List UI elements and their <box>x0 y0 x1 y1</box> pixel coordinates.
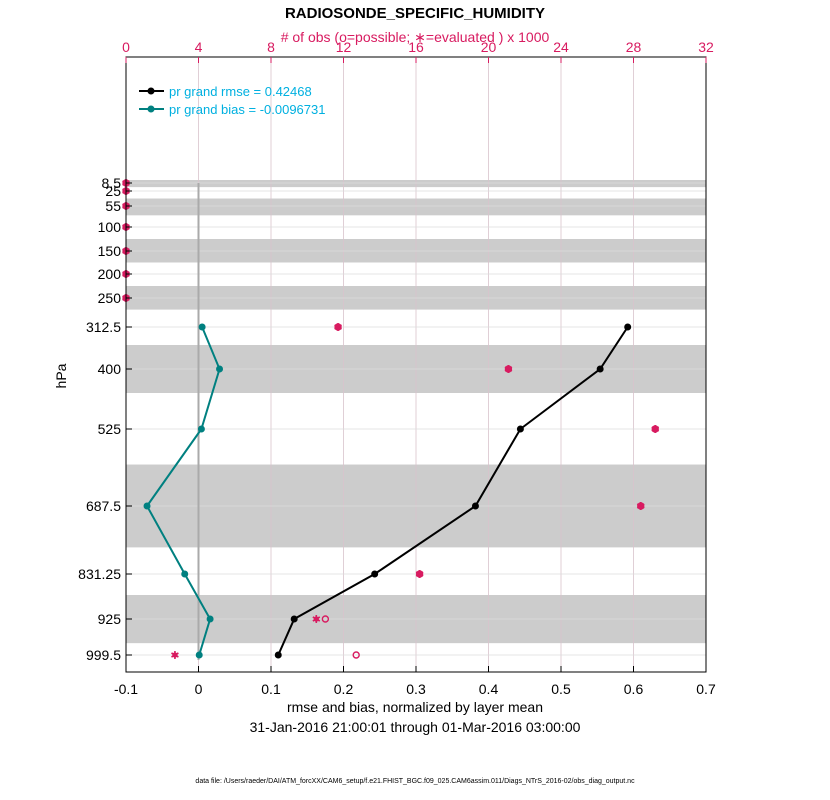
top-tick-label: 4 <box>195 39 203 55</box>
x-tick-label: 0.7 <box>696 681 716 697</box>
obs-evaluated-marker <box>651 425 660 433</box>
x-axis-label: rmse and bias, normalized by layer mean <box>287 699 543 715</box>
x-tick-label: 0.1 <box>261 681 281 697</box>
series-point-0 <box>596 365 604 373</box>
series-point-1 <box>181 570 189 578</box>
obs-evaluated-marker <box>636 502 645 510</box>
top-tick-label: 8 <box>267 39 275 55</box>
obs-evaluated-marker <box>171 651 179 659</box>
obs-possible-marker <box>352 651 360 659</box>
data-file-footer: data file: /Users/raeder/DAI/ATM_forcXX/… <box>195 778 635 785</box>
series-point-0 <box>371 570 379 578</box>
top-tick-label: 12 <box>336 39 352 55</box>
y-tick-label: 8.5 <box>102 175 122 191</box>
obs-evaluated-marker <box>504 365 513 373</box>
top-axis-label: # of obs (o=possible; ∗=evaluated ) x 10… <box>281 29 550 45</box>
obs-possible-marker <box>321 615 330 623</box>
top-tick-label: 28 <box>626 39 642 55</box>
obs-evaluated-marker <box>415 570 424 578</box>
y-tick-label: 831.25 <box>78 566 121 582</box>
y-tick-label: 25 <box>105 183 121 199</box>
obs-star-core <box>417 571 423 577</box>
y-tick-label: 925 <box>98 611 122 627</box>
obs-star-core <box>505 366 512 372</box>
y-tick-label: 999.5 <box>86 647 121 663</box>
legend-marker-1 <box>147 105 155 113</box>
series-point-1 <box>143 502 151 510</box>
x-tick-label: 0.5 <box>551 681 571 697</box>
x-tick-label: 0.4 <box>479 681 499 697</box>
y-tick-label: 687.5 <box>86 498 121 514</box>
y-tick-label: 312.5 <box>86 319 121 335</box>
date-range-label: 31-Jan-2016 21:00:01 through 01-Mar-2016… <box>250 719 581 735</box>
x-tick-label: 0.3 <box>406 681 426 697</box>
obs-star-core <box>335 324 341 330</box>
legend-marker-0 <box>147 87 155 95</box>
x-tick-label: 0.2 <box>334 681 354 697</box>
y-tick-label: 200 <box>98 266 122 282</box>
obs-star-core <box>652 426 658 432</box>
top-tick-label: 24 <box>553 39 569 55</box>
series-point-0 <box>290 615 298 623</box>
series-point-1 <box>197 425 205 433</box>
series-point-0 <box>516 425 524 433</box>
y-tick-label: 55 <box>105 198 121 214</box>
y-tick-label: 250 <box>98 290 122 306</box>
obs-evaluated-marker <box>312 615 321 623</box>
grid-lines <box>126 57 706 672</box>
series-point-0 <box>624 323 632 331</box>
y-tick-label: 150 <box>98 243 122 259</box>
x-tick-label: 0.6 <box>624 681 644 697</box>
series-point-0 <box>274 651 282 659</box>
top-tick-label: 16 <box>408 39 424 55</box>
series-lines <box>143 323 632 659</box>
obs-evaluated-marker <box>334 323 342 331</box>
top-tick-label: 20 <box>481 39 497 55</box>
top-tick-label: 32 <box>698 39 714 55</box>
top-tick-label: 0 <box>122 39 130 55</box>
series-point-0 <box>471 502 479 510</box>
obs-star-core <box>638 503 644 509</box>
series-point-1 <box>195 651 203 659</box>
x-tick-label: 0 <box>195 681 203 697</box>
legend-label-0: pr grand rmse = 0.42468 <box>169 84 312 99</box>
x-tick-label: -0.1 <box>114 681 138 697</box>
series-point-1 <box>216 365 224 373</box>
obs-star-core <box>313 616 319 622</box>
y-axis-label: hPa <box>53 363 69 388</box>
y-tick-label: 100 <box>98 219 122 235</box>
axes: -0.1 0 0.1 0.2 0.3 0.4 0.5 0.6 0.7 0 4 8 12 16 20 24 28 3… <box>78 39 716 697</box>
chart-title: RADIOSONDE_SPECIFIC_HUMIDITY <box>285 5 545 22</box>
legend-label-1: pr grand bias = -0.0096731 <box>169 102 325 117</box>
y-tick-label: 525 <box>98 421 122 437</box>
y-tick-label: 400 <box>98 361 122 377</box>
series-point-1 <box>198 323 206 331</box>
legend: pr grand rmse = 0.42468 pr grand bias = -… <box>139 84 325 117</box>
series-point-1 <box>206 615 214 623</box>
obs-star-core <box>172 652 178 658</box>
